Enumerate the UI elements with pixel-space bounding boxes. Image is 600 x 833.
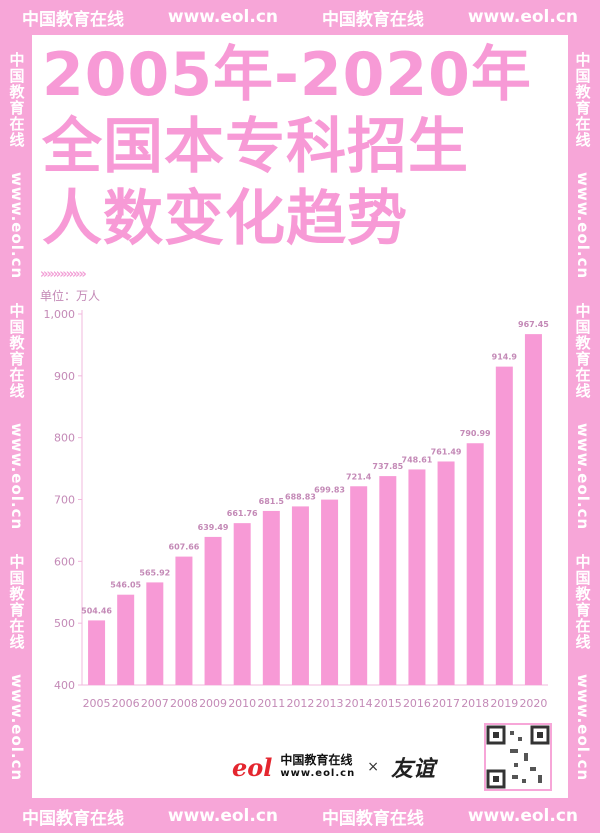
- y-tick-label: 800: [54, 432, 75, 445]
- x-tick-label: 2019: [490, 697, 518, 710]
- x-tick-label: 2009: [199, 697, 227, 710]
- watermark-url: www.eol.cn: [167, 806, 279, 826]
- x-tick-label: 2012: [286, 697, 314, 710]
- bar: [379, 476, 397, 685]
- x-tick-label: 2017: [432, 697, 460, 710]
- x-tick-label: 2007: [141, 697, 169, 710]
- unit-label: 单位：万人: [40, 289, 101, 303]
- watermark-url: www.eol.cn: [574, 171, 592, 280]
- bar-value-label: 681.5: [259, 497, 285, 506]
- watermark-text: 中国教育在线: [7, 302, 26, 399]
- bar: [437, 461, 455, 685]
- partner-logo: 友谊: [390, 756, 435, 782]
- collab-times-icon: ×: [367, 759, 379, 775]
- watermark-text: 中国教育在线: [7, 51, 26, 148]
- y-tick-label: 400: [54, 679, 75, 692]
- bar-value-label: 748.61: [402, 455, 433, 464]
- eol-logo-text: 中国教育在线 www.eol.cn: [280, 753, 355, 781]
- x-tick-label: 2011: [257, 697, 285, 710]
- bar-value-label: 661.76: [227, 509, 258, 518]
- x-tick-label: 2008: [170, 697, 198, 710]
- right-watermark-band: 中国教育在线 www.eol.cn 中国教育在线 www.eol.cn 中国教育…: [568, 40, 598, 793]
- watermark-url: www.eol.cn: [8, 171, 26, 280]
- bar-value-label: 761.49: [431, 447, 462, 456]
- watermark-url: www.eol.cn: [167, 7, 279, 27]
- x-tick-label: 2014: [345, 697, 373, 710]
- poster-title: 2005年-2020年 全国本专科招生 人数变化趋势: [42, 39, 532, 255]
- bar-value-label: 967.45: [518, 320, 549, 329]
- watermark-text: 中国教育在线: [573, 302, 592, 399]
- watermark-text: 中国教育在线: [573, 51, 592, 148]
- chevron-decoration-icon: »»»»»»»: [40, 267, 87, 282]
- title-line-trend: 人数变化趋势: [42, 184, 408, 254]
- x-tick-label: 2020: [519, 697, 547, 710]
- bar: [466, 443, 484, 685]
- bar: [321, 499, 339, 685]
- qr-code: [484, 723, 552, 791]
- watermark-text: 中国教育在线: [321, 9, 424, 30]
- x-tick-label: 2018: [461, 697, 489, 710]
- qr-code-icon: [486, 725, 550, 789]
- y-tick-label: 900: [54, 370, 75, 383]
- bar-value-label: 914.9: [492, 353, 518, 362]
- x-tick-label: 2016: [403, 697, 431, 710]
- bar: [350, 486, 368, 685]
- top-watermark-band: 中国教育在线 www.eol.cn 中国教育在线 www.eol.cn: [0, 0, 600, 34]
- watermark-text: 中国教育在线: [21, 808, 124, 829]
- bar-value-label: 607.66: [169, 543, 200, 552]
- bar-value-label: 688.83: [285, 492, 316, 501]
- bar-value-label: 504.46: [81, 606, 112, 615]
- bar: [495, 366, 513, 685]
- left-watermark-band: 中国教育在线 www.eol.cn 中国教育在线 www.eol.cn 中国教育…: [2, 40, 32, 793]
- eol-url: www.eol.cn: [280, 768, 356, 779]
- watermark-url: www.eol.cn: [574, 673, 592, 781]
- bar: [117, 594, 135, 685]
- watermark-url: www.eol.cn: [467, 7, 579, 27]
- x-tick-label: 2010: [228, 697, 256, 710]
- footer-logos: eol 中国教育在线 www.eol.cn × 友谊: [232, 747, 435, 787]
- watermark-url: www.eol.cn: [8, 422, 26, 531]
- bar-value-label: 721.4: [346, 472, 372, 481]
- bar: [524, 334, 542, 685]
- bar: [262, 510, 280, 685]
- poster-card: 2005年-2020年 全国本专科招生 人数变化趋势 »»»»»»» 单位：万人…: [32, 35, 568, 798]
- y-tick-label: 1,000: [44, 308, 76, 321]
- bar-chart: 400 500 600 700 800 900 1,000 504.46 2005 546.05 2…: [44, 308, 550, 710]
- bar-value-label: 565.92: [139, 568, 170, 577]
- watermark-text: 中国教育在线: [573, 553, 592, 650]
- watermark-url: www.eol.cn: [574, 422, 592, 531]
- watermark-text: 中国教育在线: [7, 553, 26, 650]
- bar: [175, 556, 193, 685]
- title-line-years: 2005年-2020年: [42, 40, 532, 110]
- x-tick-label: 2006: [112, 697, 140, 710]
- watermark-text: 中国教育在线: [21, 9, 124, 30]
- bar: [88, 620, 106, 685]
- eol-name: 中国教育在线: [280, 753, 353, 767]
- watermark-url: www.eol.cn: [8, 673, 26, 781]
- bar: [291, 506, 309, 685]
- y-tick-label: 700: [54, 494, 75, 507]
- bar: [204, 536, 222, 685]
- y-tick-label: 600: [54, 555, 75, 568]
- bar-value-label: 699.83: [314, 486, 345, 495]
- bar-value-label: 546.05: [110, 581, 141, 590]
- bar: [146, 582, 164, 685]
- bar-value-label: 790.99: [460, 429, 491, 438]
- bar: [233, 523, 251, 685]
- bar: [408, 469, 426, 685]
- title-line-subject: 全国本专科招生: [42, 112, 469, 182]
- bar-value-label: 639.49: [198, 523, 229, 532]
- watermark-text: 中国教育在线: [321, 808, 424, 829]
- bar-value-label: 737.85: [372, 462, 403, 471]
- watermark-url: www.eol.cn: [467, 806, 579, 826]
- x-tick-label: 2015: [374, 697, 402, 710]
- eol-logo-icon: eol: [232, 752, 273, 782]
- y-tick-label: 500: [54, 617, 75, 630]
- x-tick-label: 2005: [83, 697, 111, 710]
- x-tick-label: 2013: [316, 697, 344, 710]
- bottom-watermark-band: 中国教育在线 www.eol.cn 中国教育在线 www.eol.cn: [0, 799, 600, 833]
